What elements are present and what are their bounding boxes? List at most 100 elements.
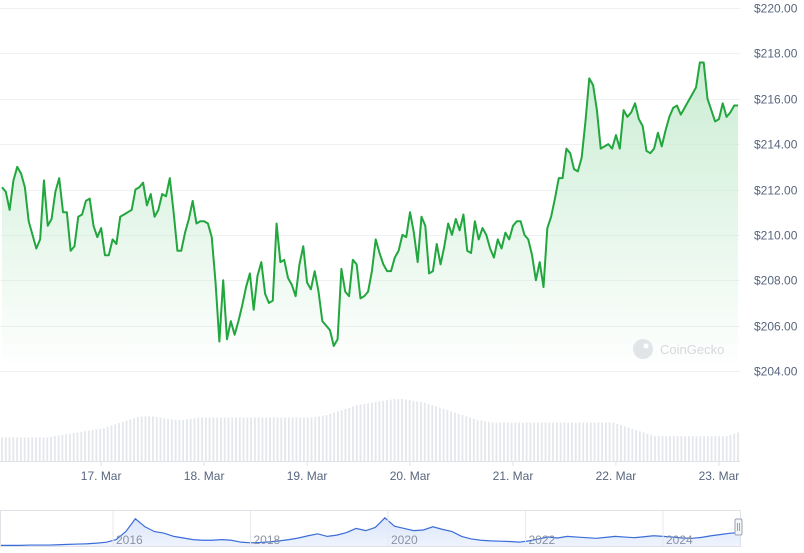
volume-bar (212, 417, 215, 461)
volume-bar (170, 419, 173, 461)
volume-bar (27, 437, 30, 461)
volume-bar (589, 422, 592, 461)
volume-bar (676, 436, 679, 461)
volume-bar (472, 418, 475, 461)
volume-bar (272, 417, 275, 461)
volume-bar (487, 421, 490, 461)
volume-bar (197, 417, 200, 461)
volume-bar (718, 436, 721, 461)
volume-bar (42, 437, 45, 461)
volume-bar (280, 417, 283, 461)
volume-bar (110, 425, 113, 461)
volume-bar (548, 422, 551, 461)
volume-bar (4, 437, 7, 461)
volume-bar (593, 422, 596, 461)
volume-bar (223, 417, 226, 461)
volume-bar (469, 417, 471, 461)
volume-bar (672, 436, 675, 461)
x-tick-label: 23. Mar (699, 469, 740, 483)
volume-bar (642, 432, 645, 461)
volume-bar (393, 399, 396, 461)
volume-bar (148, 416, 151, 461)
volume-bar (582, 422, 585, 461)
volume-bar (442, 408, 445, 461)
volume-bar (235, 417, 237, 461)
volume-bar (76, 432, 79, 461)
volume-bar (103, 428, 105, 461)
volume-bar (646, 433, 649, 461)
volume-bar (495, 422, 498, 461)
volume-bar (231, 417, 234, 461)
volume-bar (363, 403, 366, 461)
volume-bar (703, 436, 705, 461)
volume-bar (133, 418, 135, 461)
x-tick-label: 17. Mar (81, 469, 122, 483)
volume-bar (136, 416, 139, 461)
volume-bar (359, 404, 362, 461)
volume-bar (529, 422, 532, 461)
volume-bar (408, 400, 411, 461)
volume-bar (431, 405, 434, 461)
range-navigator[interactable]: 2016 2018 2020 2022 2024 (0, 510, 743, 548)
volume-bar (246, 417, 249, 461)
volume-bar (427, 403, 430, 461)
volume-bar (661, 436, 664, 461)
volume-bar (446, 410, 449, 461)
volume-bar (537, 422, 539, 461)
volume-bar (155, 416, 158, 461)
volume-bar (216, 417, 219, 461)
volume-bar (578, 422, 581, 461)
volume-bar (242, 417, 245, 461)
volume-bar (684, 436, 687, 461)
volume-bar (310, 417, 313, 461)
volume-bar (665, 436, 668, 461)
volume-bar (284, 417, 286, 461)
volume-bar (35, 437, 37, 461)
volume-bar (91, 430, 94, 461)
x-tick-label: 22. Mar (596, 469, 637, 483)
volume-bar (318, 416, 320, 461)
volume-bar (620, 425, 622, 461)
volume-bar (57, 435, 60, 461)
volume-bar (114, 424, 117, 461)
x-tick-label: 18. Mar (184, 469, 225, 483)
volume-bar (306, 417, 309, 461)
volume-bar (261, 417, 264, 461)
volume-bar (125, 420, 128, 461)
volume-bar (106, 426, 109, 461)
volume-bar (729, 434, 732, 461)
volume-bar (65, 434, 68, 461)
volume-bar (208, 417, 211, 461)
navigator-year-label: 2024 (666, 533, 693, 547)
volume-bar (348, 407, 351, 461)
volume-bar (129, 419, 132, 461)
volume-bar (220, 417, 222, 461)
volume-bar (559, 422, 562, 461)
volume-bar (95, 429, 98, 461)
volume-bar (159, 417, 162, 461)
volume-bar (454, 412, 456, 461)
volume-bar (31, 437, 34, 461)
volume-bar (378, 401, 381, 461)
y-tick-label: $208.00 (754, 274, 798, 288)
x-tick-label: 21. Mar (493, 469, 534, 483)
volume-bar (650, 434, 653, 461)
volume-bar (386, 400, 388, 461)
volume-bar (438, 407, 441, 461)
price-line (1, 61, 738, 348)
volume-bar (46, 437, 49, 461)
navigator-handle[interactable] (734, 518, 743, 536)
volume-bar (80, 431, 83, 461)
watermark-text: CoinGecko (660, 342, 724, 357)
volume-bar (461, 415, 464, 461)
volume-bar (605, 422, 607, 461)
navigator-year-label: 2020 (391, 533, 418, 547)
y-axis-labels: $204.00 $206.00 $208.00 $210.00 $212.00 $214.… (754, 2, 798, 379)
volume-bar (688, 436, 690, 461)
volume-bar (382, 400, 385, 461)
volume-bar (404, 399, 407, 461)
volume-bar (12, 437, 15, 461)
volume-bar (450, 411, 453, 461)
gecko-eye-icon (643, 343, 649, 349)
